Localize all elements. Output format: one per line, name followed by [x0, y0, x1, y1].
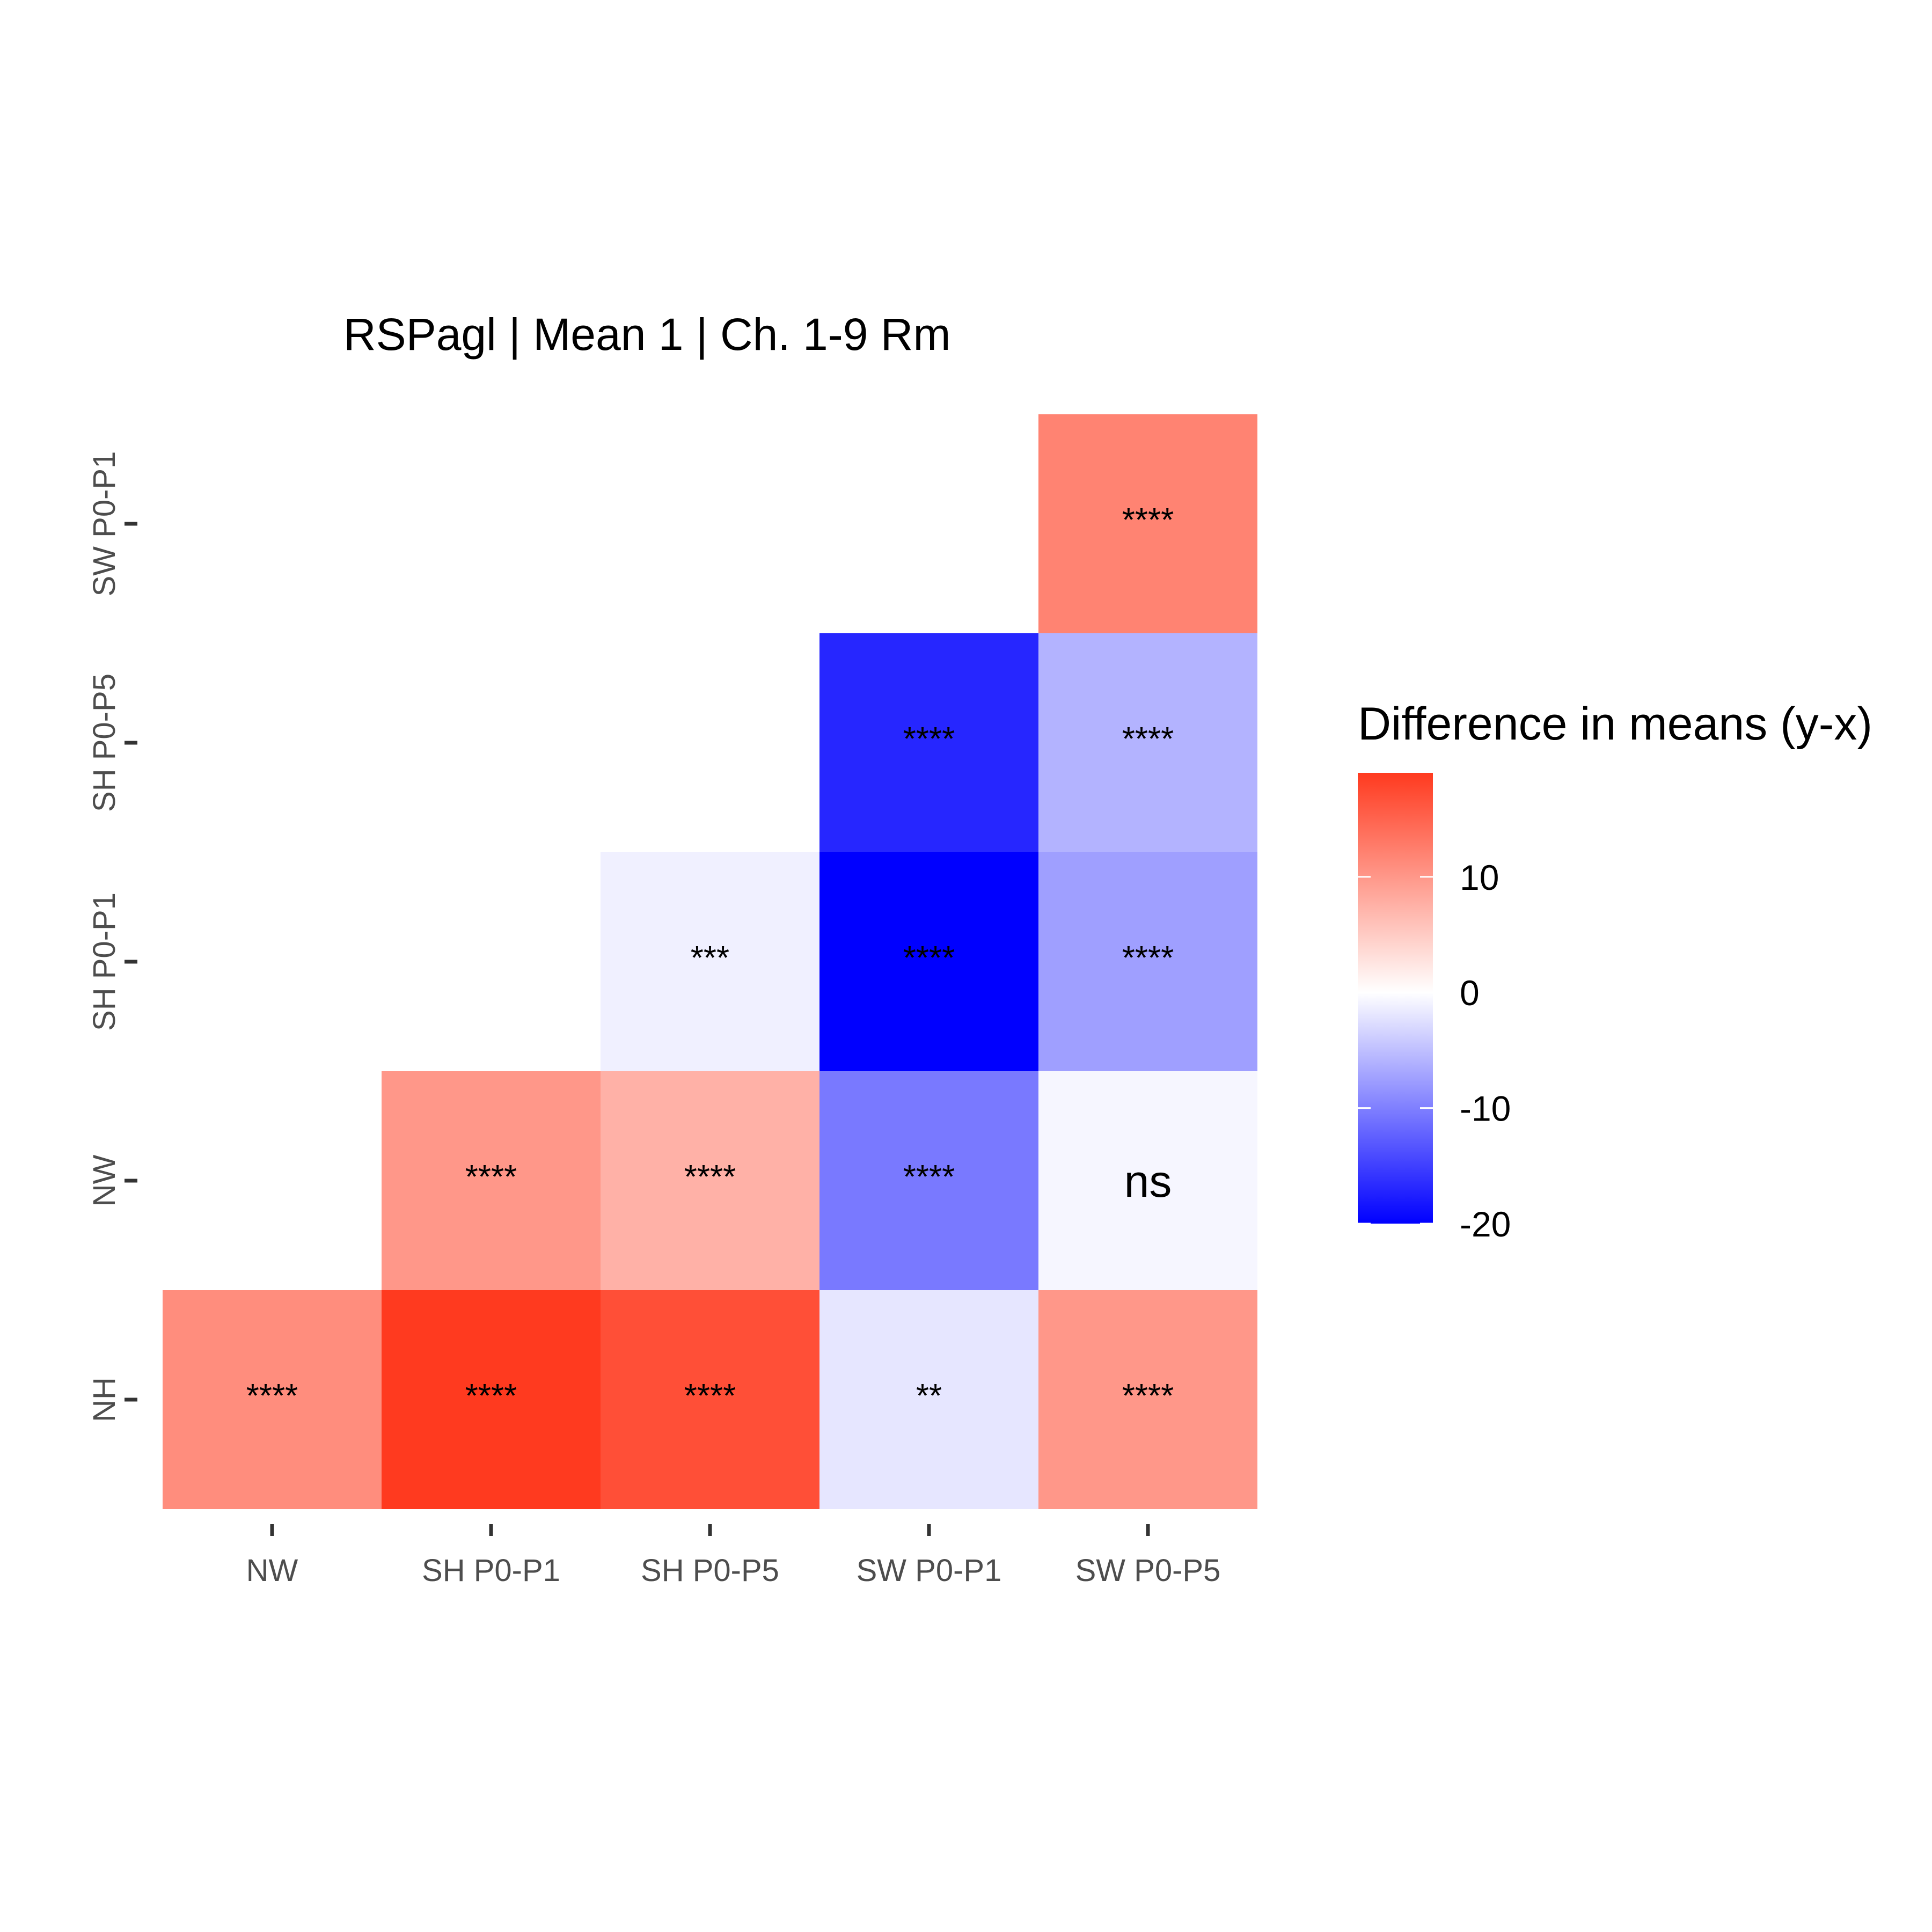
y-axis: NH NW SH P0-P1 SH P0-P5 SW P0-P1	[87, 451, 137, 1422]
cell-significance-label: ****	[1122, 940, 1174, 977]
x-tick-label: SH P0-P5	[641, 1553, 779, 1588]
legend-ticks: 10 0 -10 -20	[1358, 858, 1511, 1244]
heatmap-cell	[601, 1071, 819, 1290]
cell-significance-label: ***	[691, 940, 729, 977]
heatmap-cell	[819, 1071, 1038, 1290]
heatmap-cell	[601, 852, 819, 1071]
y-tick-label: SH P0-P1	[87, 892, 122, 1031]
x-tick-label: SW P0-P1	[857, 1553, 1002, 1588]
cell-significance-label: ****	[1122, 502, 1174, 539]
legend-tick-label: -10	[1460, 1089, 1511, 1129]
x-tick-label: SH P0-P1	[422, 1553, 560, 1588]
legend-colorbar	[1358, 773, 1433, 1224]
heatmap-cell	[819, 633, 1038, 852]
cell-significance-label: ns	[1124, 1156, 1172, 1206]
cell-significance-label: **	[916, 1378, 942, 1415]
color-legend: Difference in means (y-x) 10 0 -10 -20	[1358, 698, 1872, 1244]
cell-significance-label: ****	[903, 721, 955, 758]
heatmap-cell	[382, 1071, 601, 1290]
heatmap-cell	[819, 1290, 1038, 1509]
legend-tick-label: 0	[1460, 973, 1480, 1013]
cell-significance-label: ****	[1122, 721, 1174, 758]
heatmap-cell	[382, 1290, 601, 1509]
heatmap-cell	[1038, 633, 1257, 852]
cell-significance-label: ****	[1122, 1378, 1174, 1415]
legend-tick-label: -20	[1460, 1204, 1511, 1244]
cell-significance-label: ****	[246, 1378, 298, 1415]
heatmap-cell	[819, 852, 1038, 1071]
heatmap-cells: **** **** **** ** ******** **** **** ns*** **** *…	[163, 414, 1257, 1509]
chart-title: RSPagl | Mean 1 | Ch. 1-9 Rm	[343, 309, 950, 360]
legend-tick-label: 10	[1460, 858, 1499, 897]
x-tick-label: NW	[246, 1553, 298, 1588]
y-tick-label: NW	[87, 1154, 122, 1206]
cell-significance-label: ****	[684, 1378, 736, 1415]
heatmap-cell	[1038, 1290, 1257, 1509]
x-axis: NW SH P0-P1 SH P0-P5 SW P0-P1 SW P0-P5	[246, 1524, 1221, 1588]
cell-significance-label: ****	[684, 1159, 736, 1196]
y-tick-label: NH	[87, 1377, 122, 1422]
cell-significance-label: ****	[903, 940, 955, 977]
cell-significance-label: ****	[465, 1159, 517, 1196]
heatmap-cell	[1038, 1071, 1257, 1290]
x-tick-label: SW P0-P5	[1075, 1553, 1221, 1588]
y-tick-label: SW P0-P1	[87, 451, 122, 597]
legend-title: Difference in means (y-x)	[1358, 698, 1872, 750]
cell-significance-label: ****	[465, 1378, 517, 1415]
y-tick-label: SH P0-P5	[87, 674, 122, 812]
heatmap-cell	[163, 1290, 382, 1509]
heatmap-cell	[1038, 852, 1257, 1071]
cell-significance-label: ****	[903, 1159, 955, 1196]
heatmap-cell	[601, 1290, 819, 1509]
heatmap-cell	[1038, 414, 1257, 633]
